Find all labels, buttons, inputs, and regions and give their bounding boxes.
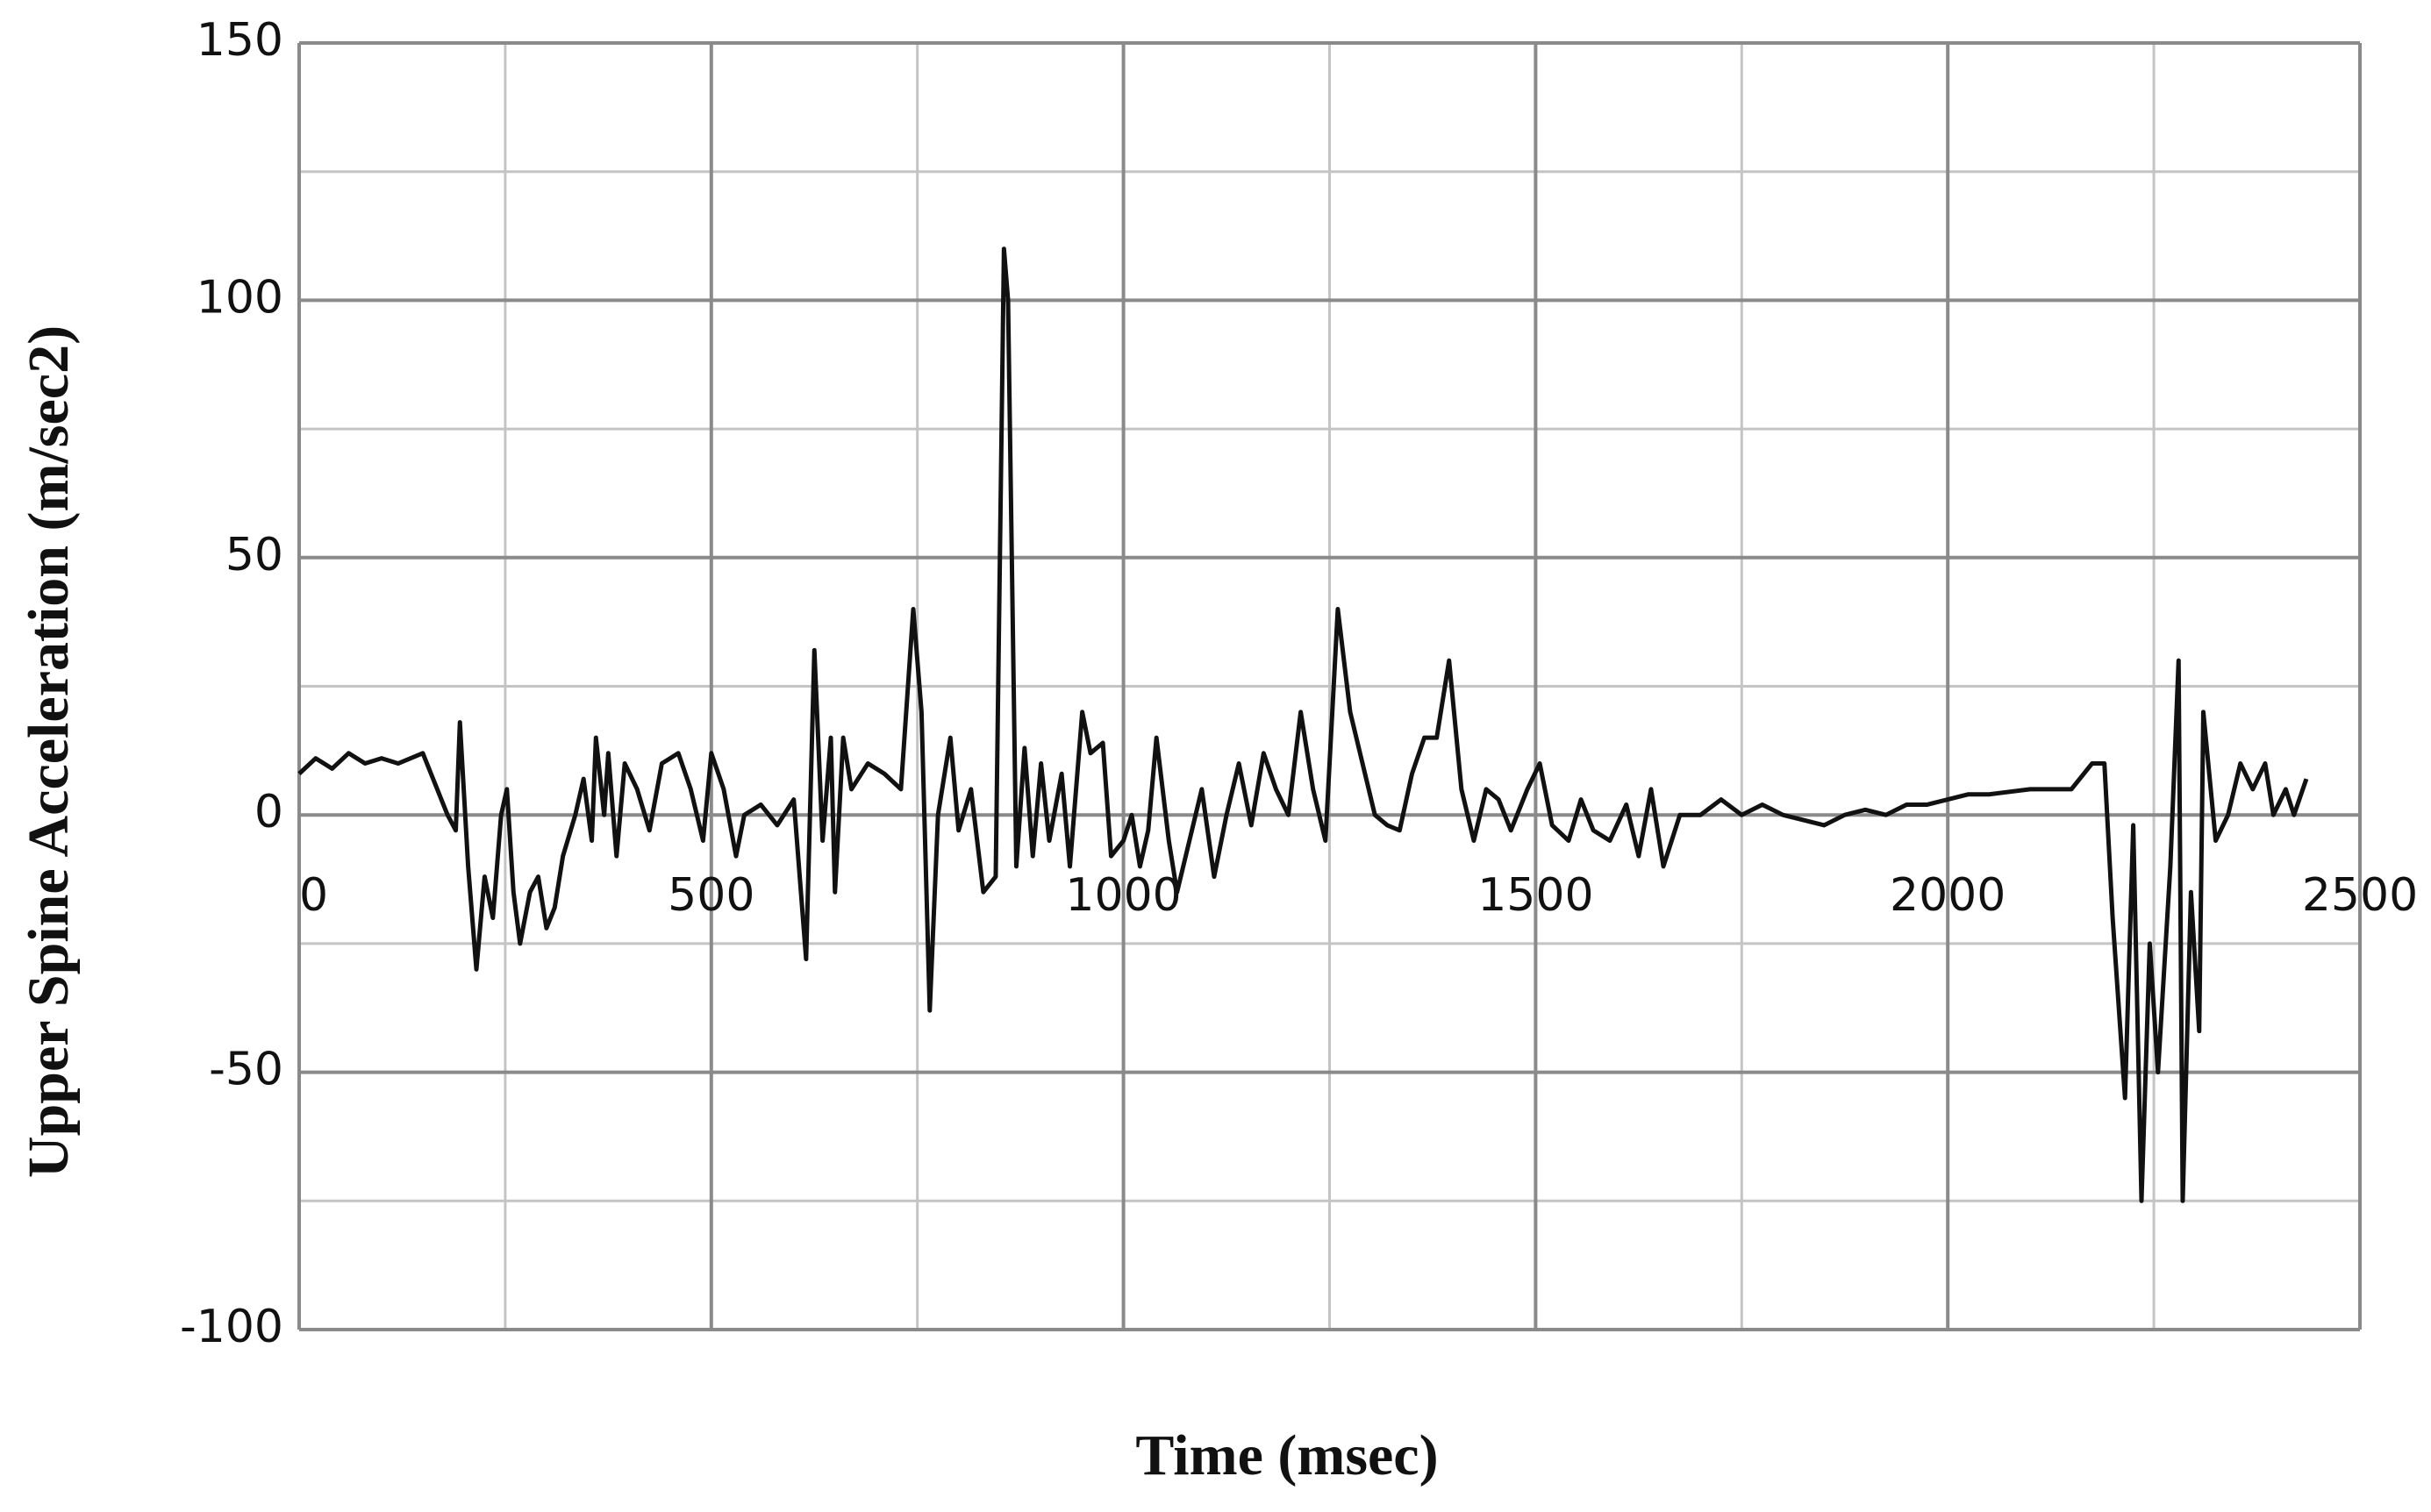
plot: [297, 246, 2309, 1203]
x-tick-label: 2500: [2302, 869, 2418, 922]
y-axis-title: Upper Spine Acceleration (m/sec2): [17, 325, 81, 1178]
grid: [297, 41, 2362, 1331]
y-tick-label: -50: [209, 1044, 283, 1096]
y-tick-label: -100: [180, 1301, 283, 1353]
y-tick-label: 0: [254, 786, 283, 838]
x-tick-label: 1000: [1065, 869, 1181, 922]
y-tick-label: 150: [197, 14, 283, 67]
x-tick-label: 2000: [1890, 869, 2006, 922]
y-tick-label: 100: [197, 271, 283, 324]
data-line: [297, 246, 2309, 1203]
x-tick-label: 500: [668, 869, 754, 922]
x-axis-title: Time (msec): [1135, 1423, 1438, 1487]
x-tick-label: 1500: [1477, 869, 1593, 922]
x-tick-label: 0: [299, 869, 328, 922]
y-tick-label: 50: [225, 529, 283, 581]
